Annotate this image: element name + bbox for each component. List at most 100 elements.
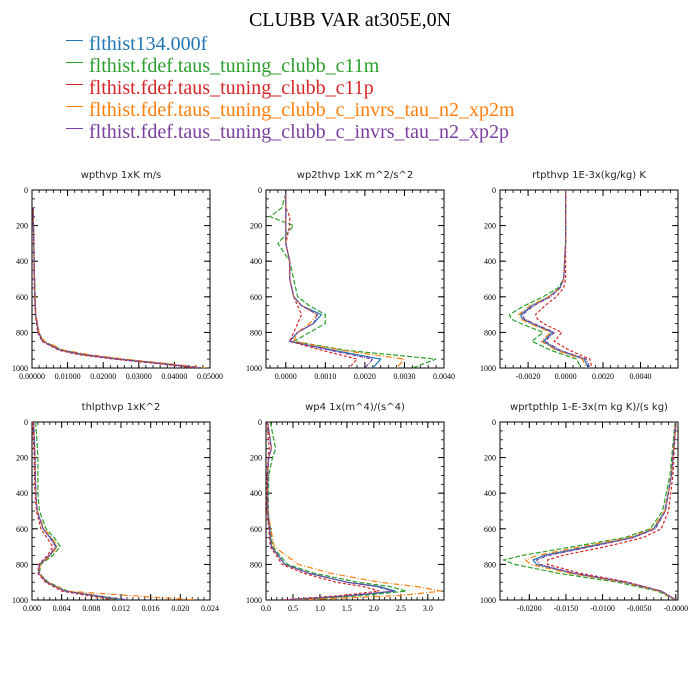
x-tick-label: 0.0000 xyxy=(275,372,297,381)
x-tick-label: 0.05000 xyxy=(197,372,223,381)
y-tick-label: 0 xyxy=(258,186,262,195)
x-tick-label: 0.008 xyxy=(82,604,100,613)
y-tick-label: 1000 xyxy=(12,364,28,373)
y-tick-label: 600 xyxy=(250,293,262,302)
y-tick-label: 0 xyxy=(492,418,496,427)
legend: flthist134.000f flthist.fdef.taus_tuning_… xyxy=(66,33,515,143)
y-tick-label: 0 xyxy=(492,186,496,195)
series-line xyxy=(32,422,122,600)
chart-panel: wp2thvp 1xK m^2/s^2 0 200 400 600 800 1000 0.00… xyxy=(246,170,455,381)
x-tick-label: -0.0200 xyxy=(517,604,542,613)
series-line xyxy=(517,190,587,368)
series-line xyxy=(267,422,442,600)
y-tick-label: 400 xyxy=(484,257,496,266)
chart-title: wprtpthlp 1-E-3x(m kg K)/(s kg) xyxy=(510,402,668,413)
plot-frame xyxy=(265,421,445,601)
x-tick-label: 0.004 xyxy=(53,604,71,613)
series-line xyxy=(524,422,677,600)
x-tick-label: 2.0 xyxy=(369,604,379,613)
plot-frame xyxy=(499,189,679,369)
legend-label: flthist134.000f xyxy=(89,33,208,55)
series-line xyxy=(285,193,406,368)
series-line xyxy=(534,190,593,368)
x-tick-label: 0.020 xyxy=(171,604,189,613)
y-tick-label: 600 xyxy=(250,525,262,534)
x-tick-label: 0.5 xyxy=(288,604,298,613)
page-title: CLUBB VAR at305E,0N xyxy=(248,9,452,31)
x-tick-label: 0.016 xyxy=(142,604,160,613)
series-line xyxy=(267,422,407,600)
y-tick-label: 1000 xyxy=(480,596,496,605)
y-tick-label: 1000 xyxy=(246,364,262,373)
series-line xyxy=(32,422,129,600)
x-tick-label: 1.5 xyxy=(342,604,352,613)
y-tick-label: 0 xyxy=(24,186,28,195)
x-tick-label: -0.0150 xyxy=(554,604,579,613)
y-tick-label: 0 xyxy=(24,418,28,427)
x-tick-label: 0.024 xyxy=(201,604,219,613)
legend-label: flthist.fdef.taus_tuning_clubb_c_invrs_t… xyxy=(89,121,509,143)
y-tick-label: 200 xyxy=(16,222,28,231)
x-tick-label: 1.0 xyxy=(315,604,325,613)
x-tick-label: 0.0020 xyxy=(592,372,614,381)
y-tick-label: 200 xyxy=(250,454,262,463)
x-tick-label: 0.0040 xyxy=(433,372,455,381)
legend-item: flthist.fdef.taus_tuning_clubb_c11p xyxy=(66,77,515,99)
y-tick-label: 600 xyxy=(16,293,28,302)
plot-frame xyxy=(499,421,679,601)
x-tick-label: 0.03000 xyxy=(126,372,152,381)
y-tick-label: 600 xyxy=(16,525,28,534)
series-line xyxy=(32,207,203,368)
y-tick-label: 800 xyxy=(250,328,262,337)
legend-swatch xyxy=(66,61,83,63)
y-tick-label: 600 xyxy=(484,525,496,534)
y-tick-label: 400 xyxy=(250,257,262,266)
y-tick-label: 1000 xyxy=(480,364,496,373)
series-line xyxy=(32,207,196,368)
chart-panel: rtpthvp 1E-3x(kg/kg) K 0 200 400 600 800 1000 -… xyxy=(480,170,679,381)
x-tick-label: 0.0030 xyxy=(393,372,415,381)
x-tick-label: -0.0020 xyxy=(516,372,541,381)
legend-label: flthist.fdef.taus_tuning_clubb_c11p xyxy=(89,77,374,99)
y-tick-label: 600 xyxy=(484,293,496,302)
legend-item: flthist.fdef.taus_tuning_clubb_c11m xyxy=(66,55,515,77)
chart-title: rtpthvp 1E-3x(kg/kg) K xyxy=(532,170,646,181)
y-tick-label: 1000 xyxy=(12,596,28,605)
legend-label: flthist.fdef.taus_tuning_clubb_c_invrs_t… xyxy=(89,99,515,121)
x-tick-label: -0.0100 xyxy=(590,604,615,613)
series-line xyxy=(35,422,122,600)
series-line xyxy=(32,207,202,368)
series-line xyxy=(532,422,677,600)
legend-swatch xyxy=(66,39,83,41)
y-tick-label: 800 xyxy=(484,328,496,337)
y-tick-label: 200 xyxy=(484,454,496,463)
x-tick-label: 0.0010 xyxy=(314,372,336,381)
x-tick-label: -0.0050 xyxy=(627,604,652,613)
y-tick-label: 400 xyxy=(250,489,262,498)
y-tick-label: 200 xyxy=(250,222,262,231)
chart-title: wp2thvp 1xK m^2/s^2 xyxy=(297,170,413,181)
series-line xyxy=(32,207,200,368)
x-tick-label: 2.5 xyxy=(396,604,406,613)
series-line xyxy=(266,422,380,600)
x-tick-label: 0.0000 xyxy=(555,372,577,381)
plot-frame xyxy=(31,189,211,369)
x-tick-label: 0.01000 xyxy=(55,372,81,381)
chart-panel: wprtpthlp 1-E-3x(m kg K)/(s kg) 0 200 400 60… xyxy=(480,402,688,613)
y-tick-label: 400 xyxy=(484,489,496,498)
y-tick-label: 800 xyxy=(250,560,262,569)
legend-swatch xyxy=(66,83,83,85)
plot-frame xyxy=(31,421,211,601)
series-line xyxy=(268,193,437,368)
x-tick-label: 0.0 xyxy=(261,604,271,613)
chart-title: wp4 1x(m^4)/(s^4) xyxy=(305,402,405,413)
legend-swatch xyxy=(66,127,83,129)
y-tick-label: 200 xyxy=(484,222,496,231)
series-line xyxy=(32,207,207,368)
y-tick-label: 800 xyxy=(16,560,28,569)
series-line xyxy=(508,190,582,368)
